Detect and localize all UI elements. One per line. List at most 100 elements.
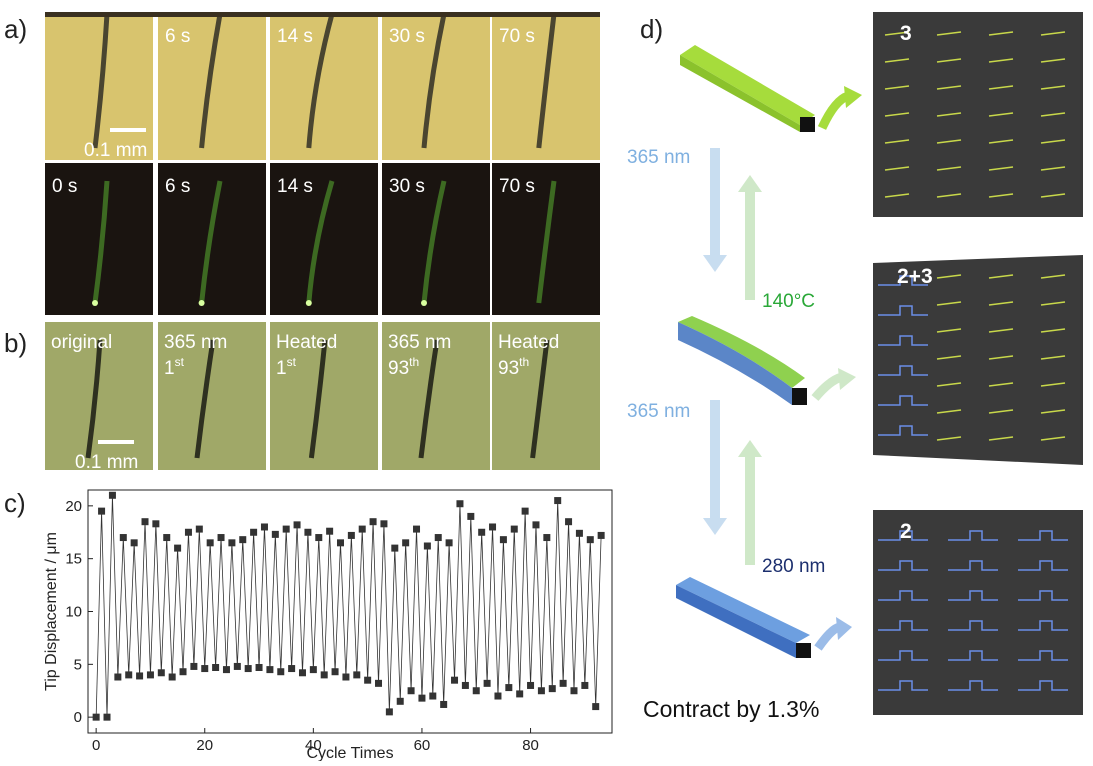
scale-label: 0.1 mm <box>75 452 138 473</box>
molecule <box>878 560 928 571</box>
data-point <box>554 497 562 505</box>
cycle-number: 93 <box>388 358 409 379</box>
molecule <box>936 31 962 36</box>
data-point <box>233 662 241 670</box>
image-label: Heated <box>276 332 337 353</box>
data-point <box>130 539 138 547</box>
y-axis-label: Tip Displacement / μm <box>43 532 60 691</box>
data-point <box>385 708 393 716</box>
arrow-label: 365 nm <box>627 147 690 168</box>
time-label: 70 s <box>499 26 535 47</box>
data-point <box>201 665 209 673</box>
molecule <box>948 530 998 541</box>
time-label: 70 s <box>499 176 535 197</box>
molecule <box>936 274 962 279</box>
data-point <box>184 528 192 536</box>
data-point <box>217 534 225 542</box>
arrow <box>738 440 762 457</box>
crystal <box>530 339 550 459</box>
cycle-number: 1 <box>276 358 287 379</box>
data-point <box>407 687 415 695</box>
data-point <box>364 676 372 684</box>
molecule <box>878 620 928 631</box>
time-label: 0 s <box>52 176 77 197</box>
data-point <box>559 679 567 687</box>
data-point <box>190 662 198 670</box>
data-point <box>521 507 529 515</box>
crystal <box>199 180 223 304</box>
panel-d-drawing <box>676 45 862 658</box>
crystal <box>85 339 103 459</box>
crystal <box>306 13 335 149</box>
glow <box>421 300 427 306</box>
molecule <box>948 680 998 691</box>
molecule <box>878 650 928 661</box>
crystal <box>680 45 815 125</box>
glow <box>92 300 98 306</box>
data-point <box>483 679 491 687</box>
data-point <box>347 531 355 539</box>
data-point <box>103 713 111 721</box>
data-point <box>342 673 350 681</box>
arrow-label: 365 nm <box>627 401 690 422</box>
crystal <box>680 55 800 132</box>
y-tick-label: 15 <box>65 551 82 568</box>
data-point <box>369 518 377 526</box>
cycle-suffix: th <box>519 355 529 369</box>
image-label: original <box>51 332 112 353</box>
molecule <box>1018 650 1068 661</box>
data-point <box>445 539 453 547</box>
data-point <box>581 681 589 689</box>
molecule <box>988 355 1014 360</box>
photo <box>158 12 266 160</box>
state-label: 2 <box>900 520 912 543</box>
molecule <box>878 590 928 601</box>
molecule <box>1040 274 1066 279</box>
molecule <box>988 58 1014 63</box>
data-point <box>320 671 328 679</box>
molecule <box>878 305 928 316</box>
data-point <box>565 518 573 526</box>
data-point <box>543 534 551 542</box>
data-point <box>326 527 334 535</box>
data-point <box>575 529 583 537</box>
arrow <box>838 368 856 390</box>
data-point <box>456 500 464 508</box>
data-point <box>168 673 176 681</box>
molecule <box>936 193 962 198</box>
state-label: 2+3 <box>897 265 933 288</box>
crystal <box>678 322 792 405</box>
molecule <box>988 166 1014 171</box>
image-label: 365 nm <box>388 332 451 353</box>
x-tick-label: 80 <box>522 737 539 754</box>
y-tick-label: 10 <box>65 604 82 621</box>
arrow <box>814 622 842 651</box>
data-point <box>315 534 323 542</box>
molecule <box>936 301 962 306</box>
data-point <box>255 663 263 671</box>
data-point <box>505 684 513 692</box>
crystal <box>308 339 328 459</box>
molecule <box>1018 590 1068 601</box>
data-point <box>413 525 421 533</box>
crystal <box>800 117 815 132</box>
molecule <box>988 409 1014 414</box>
crystal <box>536 13 557 149</box>
data-point <box>179 668 187 676</box>
arrow <box>817 91 850 130</box>
molecule <box>1040 31 1066 36</box>
molecule <box>936 139 962 144</box>
data-point <box>146 671 154 679</box>
photo <box>270 163 378 315</box>
molecule <box>884 166 910 171</box>
data-point <box>309 666 317 674</box>
molecule <box>1040 166 1066 171</box>
data-point <box>358 525 366 533</box>
scale-bar <box>98 440 134 444</box>
molecule <box>884 112 910 117</box>
panel-label: a) <box>4 14 27 44</box>
data-point <box>396 697 404 705</box>
molecule <box>936 409 962 414</box>
data-point <box>108 491 116 499</box>
molecule <box>1018 620 1068 631</box>
